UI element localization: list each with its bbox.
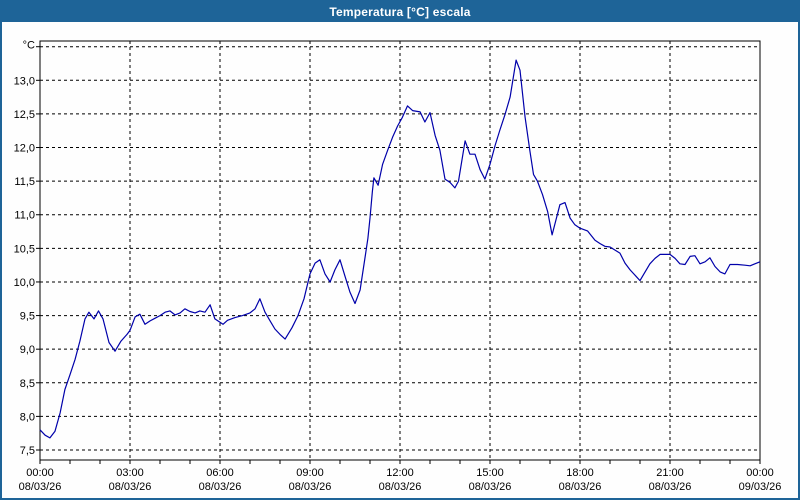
x-tick-date-label: 08/03/26: [469, 481, 512, 493]
x-tick-date-label: 08/03/26: [559, 481, 602, 493]
y-tick-label: 13,0: [14, 75, 35, 87]
x-tick-time-label: 09:00: [296, 467, 324, 479]
window-title-bar[interactable]: Temperatura [°C] escala: [2, 2, 798, 22]
x-tick-date-label: 08/03/26: [199, 481, 242, 493]
chart-area: °C 13,0 12,5 12,0 11,5 11,0 10,5 10,0 9,5 9,0 8,5 8…: [2, 22, 798, 498]
x-tick-time-label: 12:00: [386, 467, 414, 479]
y-tick-label: 11,0: [14, 210, 35, 222]
y-tick-label: 9,5: [20, 311, 35, 323]
y-tick-label: 12,0: [14, 143, 35, 155]
x-tick-time-label: 03:00: [116, 467, 144, 479]
y-tick-label: 10,0: [14, 277, 35, 289]
x-tick-date-label: 08/03/26: [109, 481, 152, 493]
x-tick-time-label: 18:00: [566, 467, 594, 479]
y-tick-label: 10,5: [14, 243, 35, 255]
y-tick-label: 8,0: [20, 411, 35, 423]
window-title: Temperatura [°C] escala: [329, 5, 471, 19]
x-tick-date-label: 09/03/26: [739, 481, 782, 493]
y-tick-label: 12,5: [14, 109, 35, 121]
temperature-chart-canvas[interactable]: °C 13,0 12,5 12,0 11,5 11,0 10,5 10,0 9,5 9,0 8,5 8…: [2, 22, 798, 498]
y-tick-label: 8,5: [20, 378, 35, 390]
temperature-series-line: [39, 59, 761, 439]
y-axis-unit-label: °C: [23, 40, 35, 52]
x-tick-date-label: 08/03/26: [19, 481, 62, 493]
y-tick-label: 9,0: [20, 344, 35, 356]
y-tick-label: 7,5: [20, 445, 35, 457]
x-tick-date-label: 08/03/26: [379, 481, 422, 493]
x-tick-time-label: 06:00: [206, 467, 234, 479]
x-tick-time-label: 21:00: [656, 467, 684, 479]
x-tick-time-label: 00:00: [26, 467, 54, 479]
x-tick-time-label: 15:00: [476, 467, 504, 479]
x-tick-date-label: 08/03/26: [649, 481, 692, 493]
y-tick-label: 11,5: [14, 176, 35, 188]
x-tick-time-label: 00:00: [746, 467, 774, 479]
x-tick-date-label: 08/03/26: [289, 481, 332, 493]
